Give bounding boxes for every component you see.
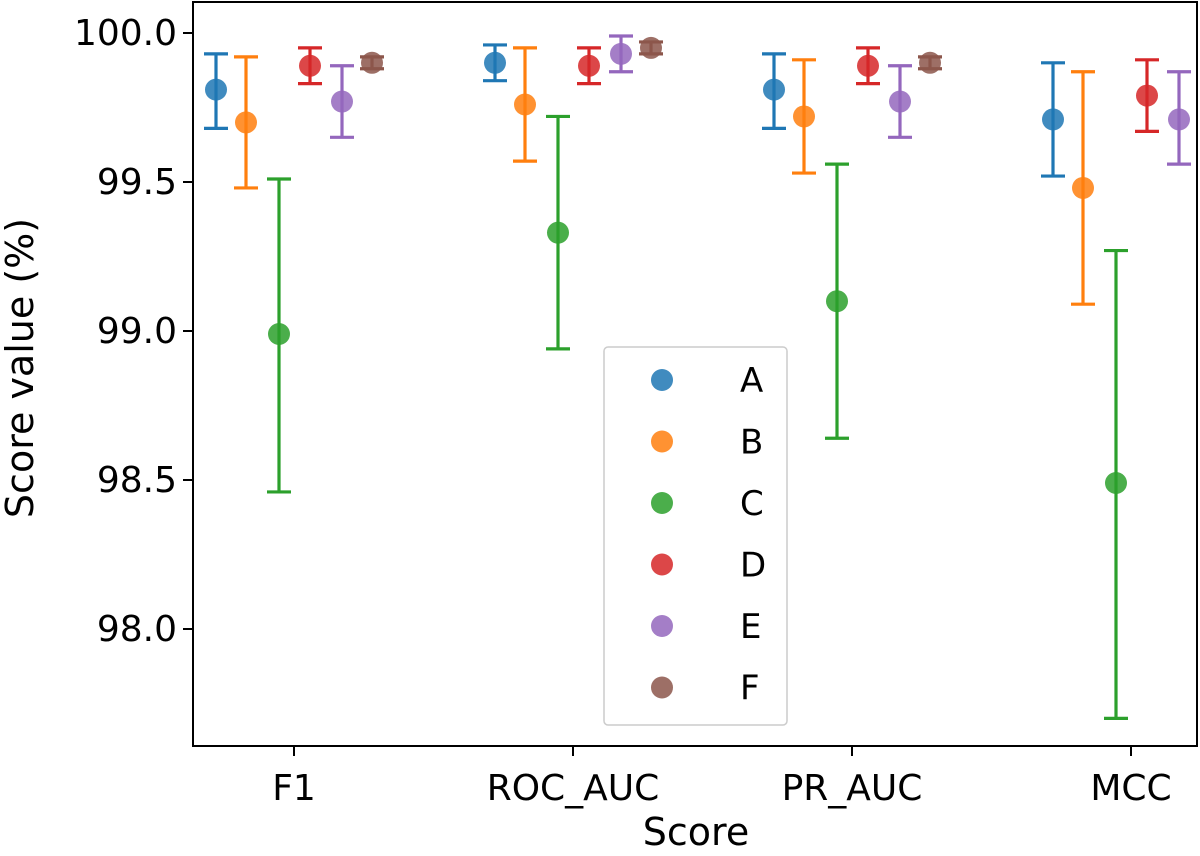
data-point-e-roc-auc: [610, 42, 632, 65]
error-bar-e-mcc: [1167, 70, 1191, 166]
plot-frame: [192, 1, 1198, 747]
error-bar-b-mcc: [1071, 70, 1095, 306]
error-bar-b-f1: [234, 55, 258, 190]
error-bar-f-roc-auc: [639, 36, 663, 59]
error-bar-b-roc-auc: [513, 46, 537, 163]
data-point-d-f1: [299, 54, 321, 77]
data-point-c-pr-auc: [826, 290, 848, 313]
data-point-b-pr-auc: [793, 105, 815, 128]
data-point-d-pr-auc: [857, 54, 879, 77]
y-axis-label: Score value (%): [0, 218, 42, 518]
error-bar-a-mcc: [1041, 61, 1065, 178]
data-point-d-roc-auc: [578, 54, 600, 77]
data-point-c-f1: [268, 322, 290, 345]
y-tick-label: 100.0: [74, 13, 177, 54]
error-bar-d-pr-auc: [856, 46, 880, 86]
data-point-f-f1: [361, 51, 383, 74]
error-bar-c-mcc: [1104, 248, 1128, 721]
data-point-d-mcc: [1136, 84, 1158, 107]
data-point-e-pr-auc: [889, 90, 911, 113]
legend-marker: [651, 430, 673, 453]
y-tick-label: 99.0: [97, 311, 177, 352]
data-point-a-pr-auc: [763, 78, 785, 101]
legend-entry-a: A: [651, 361, 763, 401]
legend-entry-e: E: [651, 607, 761, 647]
error-bar-a-roc-auc: [483, 43, 507, 83]
legend-marker: [651, 369, 673, 391]
error-bar-a-pr-auc: [762, 52, 786, 130]
data-point-c-mcc: [1105, 471, 1127, 494]
error-bar-c-pr-auc: [825, 162, 849, 440]
error-bar-c-roc-auc: [546, 114, 570, 351]
legend-label: E: [740, 607, 761, 647]
data-point-a-f1: [205, 78, 227, 101]
y-tick-label: 98.5: [97, 460, 177, 501]
legend-marker: [651, 492, 673, 514]
x-axis-label: Score: [643, 810, 749, 854]
data-point-b-mcc: [1072, 176, 1094, 199]
y-tick-label: 99.5: [97, 162, 177, 203]
legend-entry-c: C: [651, 484, 764, 524]
data-point-f-pr-auc: [919, 51, 941, 74]
legend-label: D: [740, 546, 766, 586]
legend-entry-b: B: [651, 423, 763, 463]
x-tick-label: ROC_AUC: [487, 768, 660, 809]
data-point-f-roc-auc: [640, 36, 662, 59]
x-tick-label: PR_AUC: [782, 768, 923, 809]
error-bar-d-roc-auc: [577, 46, 601, 86]
data-point-b-roc-auc: [514, 93, 536, 116]
legend-box: [603, 346, 788, 726]
legend-label: C: [740, 484, 764, 524]
error-bar-f-pr-auc: [918, 51, 942, 74]
legend-marker: [651, 615, 673, 637]
data-point-e-f1: [331, 90, 353, 113]
error-bar-f-f1: [360, 51, 384, 74]
error-bar-e-roc-auc: [609, 34, 633, 74]
error-bar-e-f1: [330, 64, 354, 139]
error-bar-d-mcc: [1135, 58, 1159, 133]
legend-label: F: [740, 669, 760, 709]
error-bar-e-pr-auc: [888, 64, 912, 139]
data-point-a-roc-auc: [484, 51, 506, 74]
error-bar-b-pr-auc: [792, 58, 816, 175]
legend-label: B: [740, 423, 763, 463]
legend-marker: [651, 553, 673, 576]
legend-entry-f: F: [651, 669, 760, 709]
legend-entry-d: D: [651, 546, 766, 586]
legend-label: A: [740, 361, 763, 401]
error-bar-d-f1: [298, 46, 322, 86]
error-bar-c-f1: [267, 177, 291, 494]
data-point-c-roc-auc: [547, 221, 569, 244]
data-point-a-mcc: [1042, 108, 1064, 131]
plot-area: [204, 34, 1191, 721]
error-bar-a-f1: [204, 52, 228, 130]
legend-marker: [651, 676, 673, 699]
x-tick-label: F1: [272, 768, 316, 809]
data-point-b-f1: [235, 111, 257, 134]
axes: 100.0 99.5 99.0 98.5 98.0 F1 ROC_AUC PR_AUC MCC: [74, 1, 1198, 809]
x-tick-label: MCC: [1090, 768, 1171, 809]
y-tick-label: 98.0: [97, 609, 177, 650]
data-point-e-mcc: [1168, 108, 1190, 131]
